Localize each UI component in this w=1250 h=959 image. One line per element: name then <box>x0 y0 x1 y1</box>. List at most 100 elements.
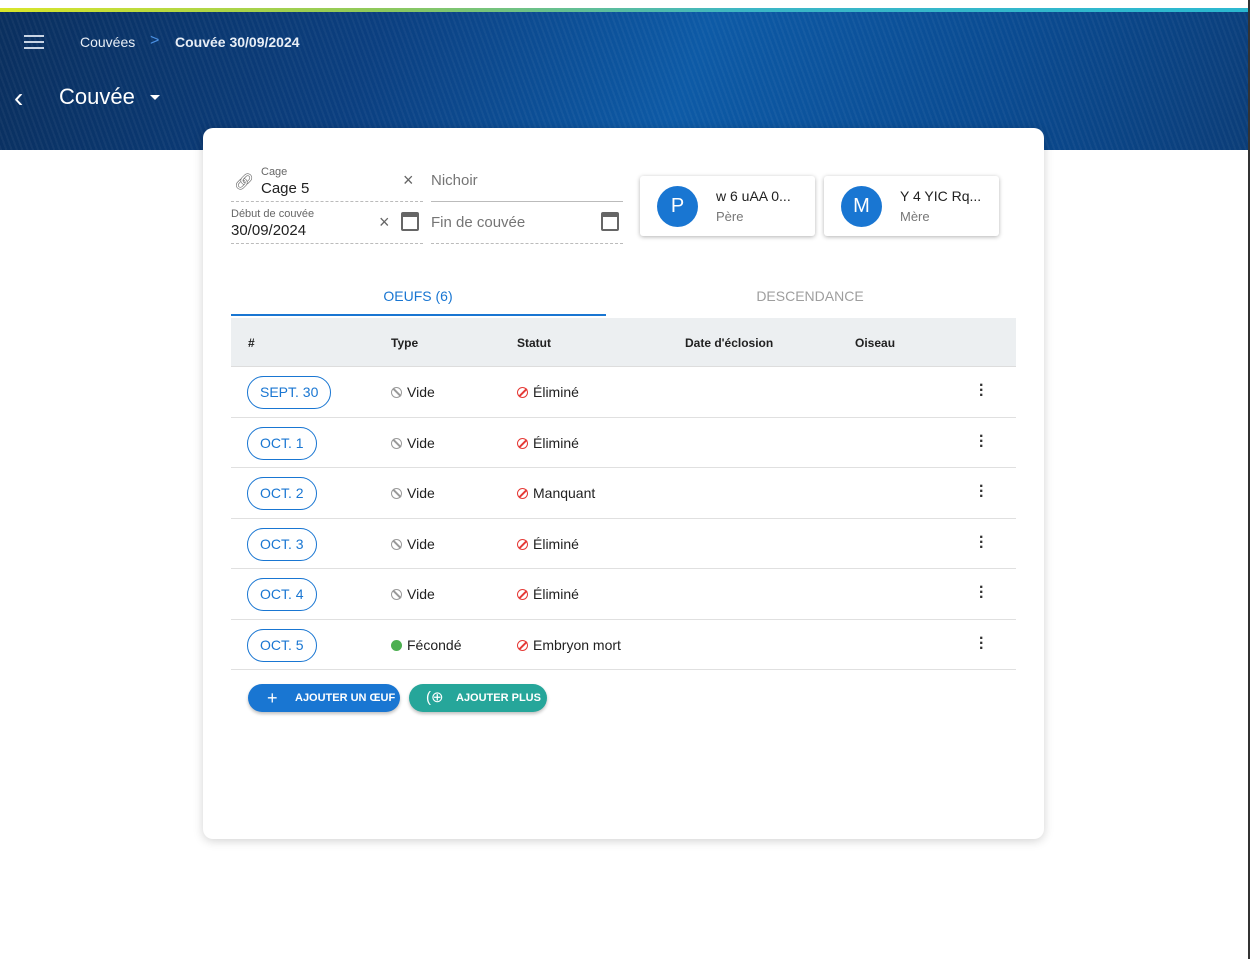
status-label: Manquant <box>533 485 596 501</box>
table-row[interactable]: OCT. 2 Vide Manquant · · · <box>231 468 1016 519</box>
blocked-icon <box>517 639 528 651</box>
egg-type: Fécondé <box>391 637 461 653</box>
breadcrumb-current: Couvée 30/09/2024 <box>175 34 300 50</box>
father-card[interactable]: P w 6 uAA 0... Père <box>640 176 815 236</box>
father-role: Père <box>716 209 744 224</box>
type-label: Vide <box>407 586 435 602</box>
avatar: P <box>657 186 698 227</box>
empty-icon <box>391 589 402 600</box>
plus-icon: + <box>267 688 278 708</box>
table-header: # Type Statut Date d'éclosion Oiseau <box>231 318 1016 367</box>
more-vert-icon[interactable]: · · · <box>979 427 985 455</box>
more-vert-icon[interactable]: · · · <box>979 377 985 404</box>
column-header: Statut <box>517 336 551 350</box>
start-date-label: Début de couvée <box>231 208 315 220</box>
egg-status: Éliminé <box>517 435 579 451</box>
table-row[interactable]: OCT. 1 Vide Éliminé · · · <box>231 418 1016 468</box>
add-egg-label: AJOUTER UN ŒUF <box>295 692 396 704</box>
tab-descendance[interactable]: DESCENDANCE <box>756 288 864 304</box>
avatar: M <box>841 186 882 227</box>
empty-icon <box>391 538 402 550</box>
mother-name: Y 4 YIC Rq... <box>900 188 982 204</box>
start-date-field[interactable]: Début de couvée 30/09/2024 × <box>231 206 423 244</box>
status-label: Embryon mort <box>533 636 621 653</box>
clear-icon[interactable]: × <box>379 212 390 232</box>
column-header: Date d'éclosion <box>685 336 774 350</box>
more-vert-icon[interactable]: · · · <box>979 629 985 657</box>
type-label: Vide <box>407 434 435 451</box>
egg-date-chip[interactable]: OCT. 4 <box>247 578 317 611</box>
type-label: Vide <box>407 535 435 552</box>
caret-down-icon[interactable] <box>150 95 160 100</box>
back-icon[interactable]: ‹ <box>14 82 24 113</box>
add-egg-button[interactable]: + AJOUTER UN ŒUF <box>248 684 400 712</box>
egg-date-chip[interactable]: OCT. 3 <box>247 527 317 561</box>
mother-card[interactable]: M Y 4 YIC Rq... Mère <box>824 176 999 236</box>
add-more-button[interactable]: (⊕ AJOUTER PLUS <box>409 684 547 712</box>
egg-status: Éliminé <box>517 536 579 552</box>
link-icon: 🔗︎ <box>234 174 255 191</box>
egg-status: Éliminé <box>517 384 579 400</box>
active-tab-indicator <box>231 314 606 316</box>
nichoir-placeholder: Nichoir <box>431 172 478 189</box>
cage-label: Cage <box>261 166 288 178</box>
column-header: Type <box>391 336 419 350</box>
menu-icon[interactable] <box>24 35 44 49</box>
more-vert-icon[interactable]: · · · <box>979 528 985 556</box>
egg-date-chip[interactable]: OCT. 1 <box>247 426 317 460</box>
column-header: # <box>248 336 255 350</box>
fertile-dot-icon <box>391 639 402 651</box>
egg-type: Vide <box>391 435 435 451</box>
egg-date-chip[interactable]: OCT. 2 <box>247 477 317 510</box>
column-header: Oiseau <box>855 336 896 350</box>
egg-date-chip[interactable]: SEPT. 30 <box>247 376 332 409</box>
end-date-placeholder: Fin de couvée <box>431 214 526 231</box>
mother-role: Mère <box>900 209 930 224</box>
empty-icon <box>391 387 402 398</box>
top-stripe <box>0 0 1248 12</box>
empty-icon <box>391 488 402 499</box>
egg-type: Vide <box>391 586 435 602</box>
egg-date-chip[interactable]: OCT. 5 <box>247 628 317 662</box>
eggs-table: # Type Statut Date d'éclosion Oiseau SEP… <box>231 318 1016 670</box>
egg-status: Embryon mort <box>517 637 621 653</box>
status-label: Éliminé <box>533 434 579 451</box>
nichoir-field[interactable]: Nichoir <box>431 164 623 202</box>
breadcrumb-separator-icon: > <box>150 32 160 49</box>
breadcrumb-couvees[interactable]: Couvées <box>80 34 136 50</box>
page-title[interactable]: Couvée <box>59 84 135 109</box>
status-label: Éliminé <box>533 535 579 552</box>
egg-status: Éliminé <box>517 586 579 602</box>
empty-icon <box>391 437 402 449</box>
calendar-icon[interactable] <box>401 212 419 231</box>
table-row[interactable]: OCT. 5 Fécondé Embryon mort · · · <box>231 620 1016 670</box>
father-name: w 6 uAA 0... <box>716 188 791 204</box>
window-edge <box>1248 0 1250 959</box>
more-vert-icon[interactable]: · · · <box>979 478 985 505</box>
table-row[interactable]: OCT. 3 Vide Éliminé · · · <box>231 519 1016 569</box>
clear-icon[interactable]: × <box>403 170 414 190</box>
add-more-label: AJOUTER PLUS <box>456 692 541 704</box>
brood-card: 🔗︎ Cage Cage 5 × Nichoir Début de couvée… <box>203 128 1044 839</box>
end-date-field[interactable]: Fin de couvée <box>431 206 623 244</box>
blocked-icon <box>517 538 528 550</box>
tab-oeufs[interactable]: OEUFS (6) <box>383 288 453 304</box>
blocked-icon <box>517 387 528 398</box>
start-date-value: 30/09/2024 <box>231 222 307 239</box>
add-circle-icon: (⊕ <box>426 689 444 706</box>
type-label: Fécondé <box>407 636 462 653</box>
more-vert-icon[interactable]: · · · <box>979 579 985 606</box>
type-label: Vide <box>407 485 435 501</box>
egg-type: Vide <box>391 384 435 400</box>
app-header: Couvées > Couvée 30/09/2024 ‹ Couvée <box>0 0 1248 150</box>
cage-value: Cage 5 <box>261 180 310 197</box>
calendar-icon[interactable] <box>601 212 619 231</box>
blocked-icon <box>517 488 528 499</box>
table-row[interactable]: OCT. 4 Vide Éliminé · · · <box>231 569 1016 620</box>
status-label: Éliminé <box>533 384 579 400</box>
egg-status: Manquant <box>517 485 595 501</box>
blocked-icon <box>517 589 528 600</box>
table-row[interactable]: SEPT. 30 Vide Éliminé · · · <box>231 367 1016 418</box>
type-label: Vide <box>407 384 435 400</box>
cage-field[interactable]: Cage Cage 5 × <box>231 164 423 202</box>
